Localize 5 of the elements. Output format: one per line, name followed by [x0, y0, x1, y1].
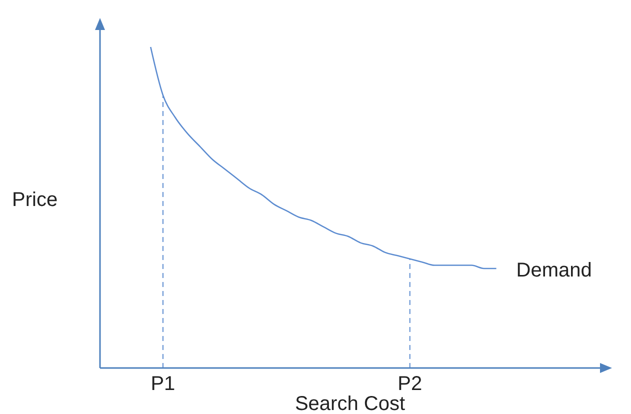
x-axis-title: Search Cost	[294, 393, 406, 414]
x-tick-label: P2	[398, 373, 422, 396]
series-label: Demand	[516, 259, 592, 282]
x-tick-label: P1	[150, 373, 176, 396]
y-axis-title: Price	[12, 189, 58, 212]
